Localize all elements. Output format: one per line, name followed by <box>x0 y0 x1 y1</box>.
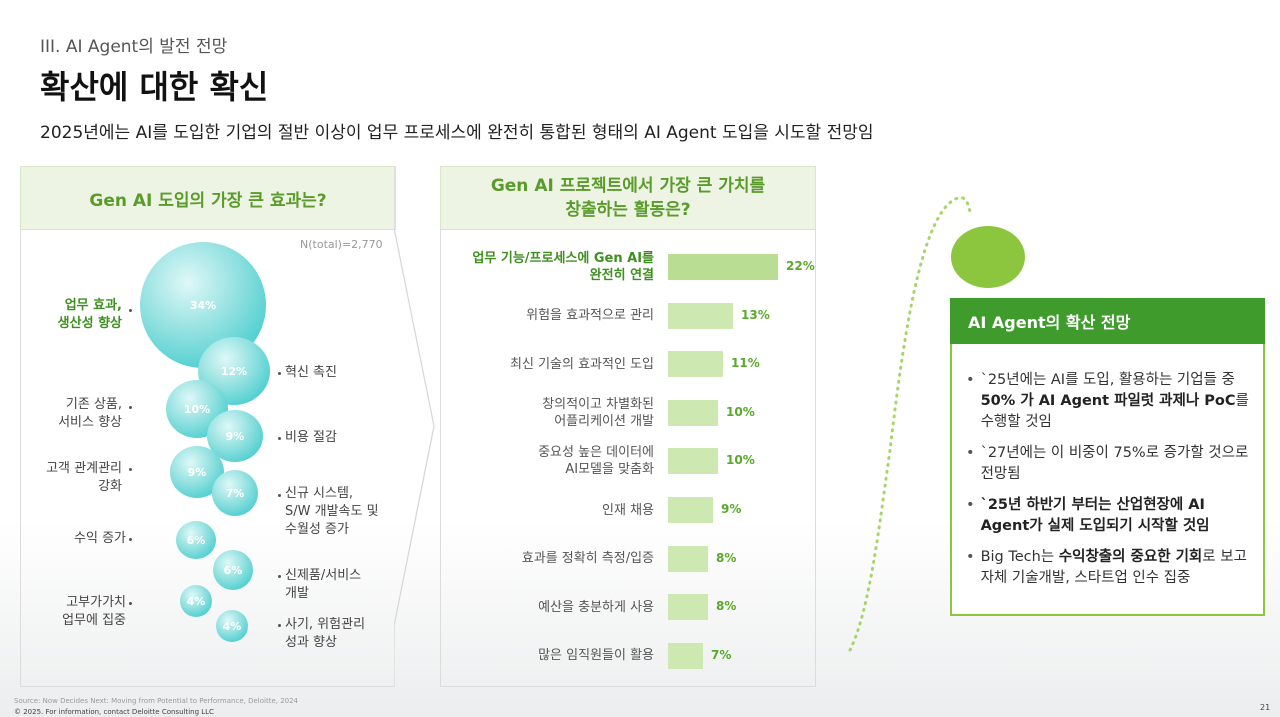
bar-label: 많은 임직원들이 활용 <box>538 648 654 664</box>
source-note: Source: Now Decides Next: Moving from Po… <box>14 697 299 705</box>
label-cost: 비용 절감 <box>285 430 337 445</box>
bar <box>668 254 778 280</box>
bar <box>668 545 708 572</box>
bubble-7: 7% <box>212 470 258 516</box>
panel3-title: AI Agent의 확산 전망 <box>950 298 1265 344</box>
bar <box>668 642 703 669</box>
panel2-title: Gen AI 프로젝트에서 가장 큰 가치를 창출하는 활동은? <box>440 166 816 230</box>
bar-label: 창의적이고 차별화된 어플리케이션 개발 <box>542 396 654 429</box>
copyright: © 2025. For information, contact Deloitt… <box>14 708 214 716</box>
label-high-value: 고부가가치 업무에 집중 <box>62 595 126 628</box>
bar-label: 중요성 높은 데이터에 AI모델을 맞춤화 <box>538 445 654 478</box>
label-productivity: 업무 효과, 생산성 향상 <box>57 298 122 331</box>
section-label: III. AI Agent의 발전 전망 <box>40 37 228 57</box>
outlook-item: • `27년에는 이 비중이 75%로 증가할 것으로 전망됨 <box>966 445 1249 482</box>
bar-label: 위험을 효과적으로 관리 <box>526 308 654 324</box>
bar <box>668 351 723 378</box>
label-dot <box>129 538 132 541</box>
bar-value: 13% <box>741 307 770 322</box>
green-circle <box>951 226 1025 288</box>
label-dot <box>129 468 132 471</box>
bar-value: 22% <box>786 259 815 273</box>
label-innovation: 혁신 촉진 <box>285 365 337 380</box>
panel1-title: Gen AI 도입의 가장 큰 효과는? <box>20 166 396 230</box>
growth-curve <box>848 196 972 652</box>
label-fraud: 사기, 위험관리 성과 향상 <box>285 617 366 650</box>
bar-label: 업무 기능/프로세스에 Gen AI를 완전히 연결 <box>472 251 654 283</box>
bar-value: 8% <box>716 550 737 565</box>
outlook-item: • `25년 하반기 부터는 산업현장에 AI Agent가 실제 도입되기 시작… <box>966 497 1210 534</box>
outlook-item: • `25년에는 AI를 도입, 활용하는 기업들 중 50% 가 AI Agen… <box>966 372 1249 430</box>
page-title: 확산에 대한 확신 <box>40 68 269 106</box>
bar <box>668 302 733 329</box>
bar <box>668 497 713 523</box>
label-dot <box>278 372 281 375</box>
panel1-body <box>20 228 395 687</box>
bubble-6a: 6% <box>176 521 216 559</box>
page-number: 21 <box>1260 703 1271 712</box>
bar <box>668 594 708 621</box>
label-new-products: 신제품/서비스 개발 <box>285 568 362 601</box>
bar <box>668 399 718 426</box>
label-existing-products: 기존 상품, 서비스 향상 <box>58 397 122 430</box>
bar-label: 인재 채용 <box>602 502 654 518</box>
bar <box>668 448 718 475</box>
bar-label: 효과를 정확히 측정/입증 <box>521 551 654 567</box>
label-dot <box>129 602 132 605</box>
bar-value: 9% <box>721 502 742 516</box>
bar-value: 10% <box>726 404 755 419</box>
label-dot <box>129 309 132 312</box>
bubble-6b: 6% <box>213 550 253 590</box>
bubble-4a: 4% <box>180 585 212 617</box>
bar-value: 11% <box>731 356 760 371</box>
label-dot <box>278 437 281 440</box>
label-dot <box>129 406 132 409</box>
label-revenue: 수익 증가 <box>74 531 126 546</box>
bar-label: 예산을 충분하게 사용 <box>538 599 654 615</box>
page-subtitle: 2025년에는 AI를 도입한 기업의 절반 이상이 업무 프로세스에 완전히 … <box>40 123 874 143</box>
bar-value: 8% <box>716 599 737 614</box>
label-dot <box>278 624 281 627</box>
outlook-item: • Big Tech는 수익창출의 중요한 기회로 보고 자체 기술개발, 스타트… <box>966 549 1247 586</box>
label-new-systems: 신규 시스템, S/W 개발속도 및 수월성 증가 <box>285 486 379 537</box>
label-dot <box>278 494 281 497</box>
panel2-body <box>440 228 816 687</box>
bubble-12: 12% <box>198 337 270 405</box>
bar-label: 최신 기술의 효과적인 도입 <box>510 356 654 372</box>
panel1-arrow-edge <box>394 166 435 687</box>
label-dot <box>278 575 281 578</box>
panel3-body: • `25년에는 AI를 도입, 활용하는 기업들 중 50% 가 AI Agen… <box>950 344 1265 616</box>
bubble-4b: 4% <box>216 610 248 642</box>
bar-value: 10% <box>726 453 755 468</box>
bar-value: 7% <box>711 647 732 662</box>
label-customer: 고객 관계관리 강화 <box>46 461 122 494</box>
n-total-label: N(total)=2,770 <box>300 238 383 251</box>
